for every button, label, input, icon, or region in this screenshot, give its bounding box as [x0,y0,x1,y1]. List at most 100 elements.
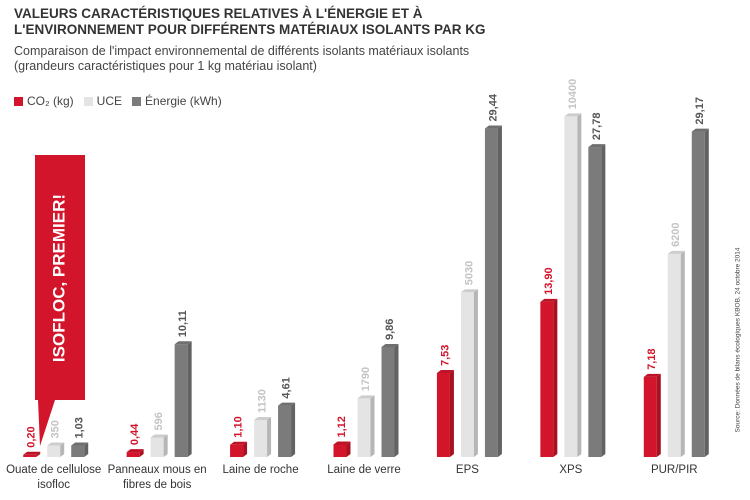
bar-top [540,298,558,302]
bar-top [357,395,375,399]
bar [254,419,268,457]
bar-top [460,289,478,293]
bar [540,301,554,457]
value-label: 7,18 [646,348,658,369]
bar-top [230,441,248,445]
bar-top [278,402,296,406]
title-line: VALEURS CARACTÉRISTIQUES RELATIVES À L'É… [14,6,423,21]
bar-side [449,369,454,457]
bar [333,444,347,457]
bar-side [243,441,248,457]
value-label: 0,44 [129,423,141,445]
x-tick-label: XPS [559,464,583,476]
legend-label: CO₂ (kg) [27,94,74,108]
bar-side [187,341,192,457]
value-label: 13,90 [543,267,555,295]
bar [564,116,578,457]
value-label: 29,44 [487,93,499,121]
bar [47,445,61,457]
callout-shape [35,155,85,446]
bar [357,398,371,457]
subtitle-line: (grandeurs caractéristiques pour 1 kg ma… [14,59,317,73]
bar [691,131,705,457]
value-label: 596 [153,412,165,430]
bar-top [150,434,168,438]
bar-top [643,373,661,377]
legend-swatch [14,97,23,106]
bar-side [370,395,375,457]
bar-side [36,451,41,457]
bar-top [691,128,709,132]
bar [381,346,395,457]
legend-swatch [132,97,142,106]
x-tick-label: PUR/PIR [650,464,698,476]
bar-top [667,250,685,254]
value-label: 5030 [463,261,475,285]
value-label: 6200 [670,222,682,246]
legend-item: CO₂ (kg) [14,94,74,108]
x-tick-label: Laine de verre [327,464,401,476]
bar-top [47,442,65,446]
bar-side [577,113,582,457]
legend-label: Énergie (kWh) [145,94,222,108]
chart-title: VALEURS CARACTÉRISTIQUES RELATIVES À L'É… [14,6,485,38]
chart-subtitle: Comparaison de l'impact environnemental … [14,44,469,74]
bar-side [553,298,558,457]
bar [126,452,140,457]
bar-top [333,441,351,445]
bar-top [588,144,606,148]
bar-side [497,125,502,457]
value-label: 10,11 [177,310,189,337]
bar-side [601,144,606,457]
bar-side [656,373,661,457]
bar-side [346,441,351,457]
bar-top [23,451,41,455]
legend-item: UCE [83,94,123,108]
legend: CO₂ (kg) UCE Énergie (kWh) [14,94,222,108]
legend-label: UCE [96,94,123,108]
bar [23,454,37,457]
bar-side [394,343,399,457]
callout-text: ISOFLOC, PREMIER! [49,194,68,362]
bar [484,128,498,457]
legend-item: Énergie (kWh) [132,94,222,108]
bar-top [484,125,502,129]
bar-side [60,442,65,457]
bar [460,292,474,457]
value-label: 1,12 [336,416,348,437]
bar [588,147,602,457]
bar [174,344,188,457]
value-label: 0,20 [26,426,38,447]
bar-side [680,250,685,457]
x-tick-label: Ouate de cellulose isofloc [6,464,102,491]
value-label: 1790 [360,367,372,391]
bar [71,445,85,457]
legend-swatch [83,97,93,106]
bar-top [381,343,399,347]
value-label: 1130 [256,389,268,413]
subtitle-line: Comparaison de l'impact environnemental … [14,44,470,58]
value-label: 350 [50,420,62,438]
bar [667,253,681,457]
value-label: 27,78 [591,113,603,141]
bar-top [174,341,192,345]
title-line: L'ENVIRONNEMENT POUR DIFFÉRENTS MATÉRIAU… [14,22,486,37]
bar-top [436,369,454,373]
bar-top [564,113,582,117]
bar-top [71,442,89,446]
value-label: 1,10 [232,416,244,437]
bar-side [163,434,168,457]
bar [230,444,244,457]
bar [643,376,657,457]
bar [436,372,450,457]
value-label: 4,61 [280,377,292,398]
bar-side [291,402,296,457]
bar-side [267,416,272,457]
bar-side [139,449,144,457]
bar-top [126,449,144,453]
bar [150,437,164,457]
x-tick-label: Panneaux mous en fibres de bois [107,464,207,491]
x-tick-label: EPS [455,464,479,476]
